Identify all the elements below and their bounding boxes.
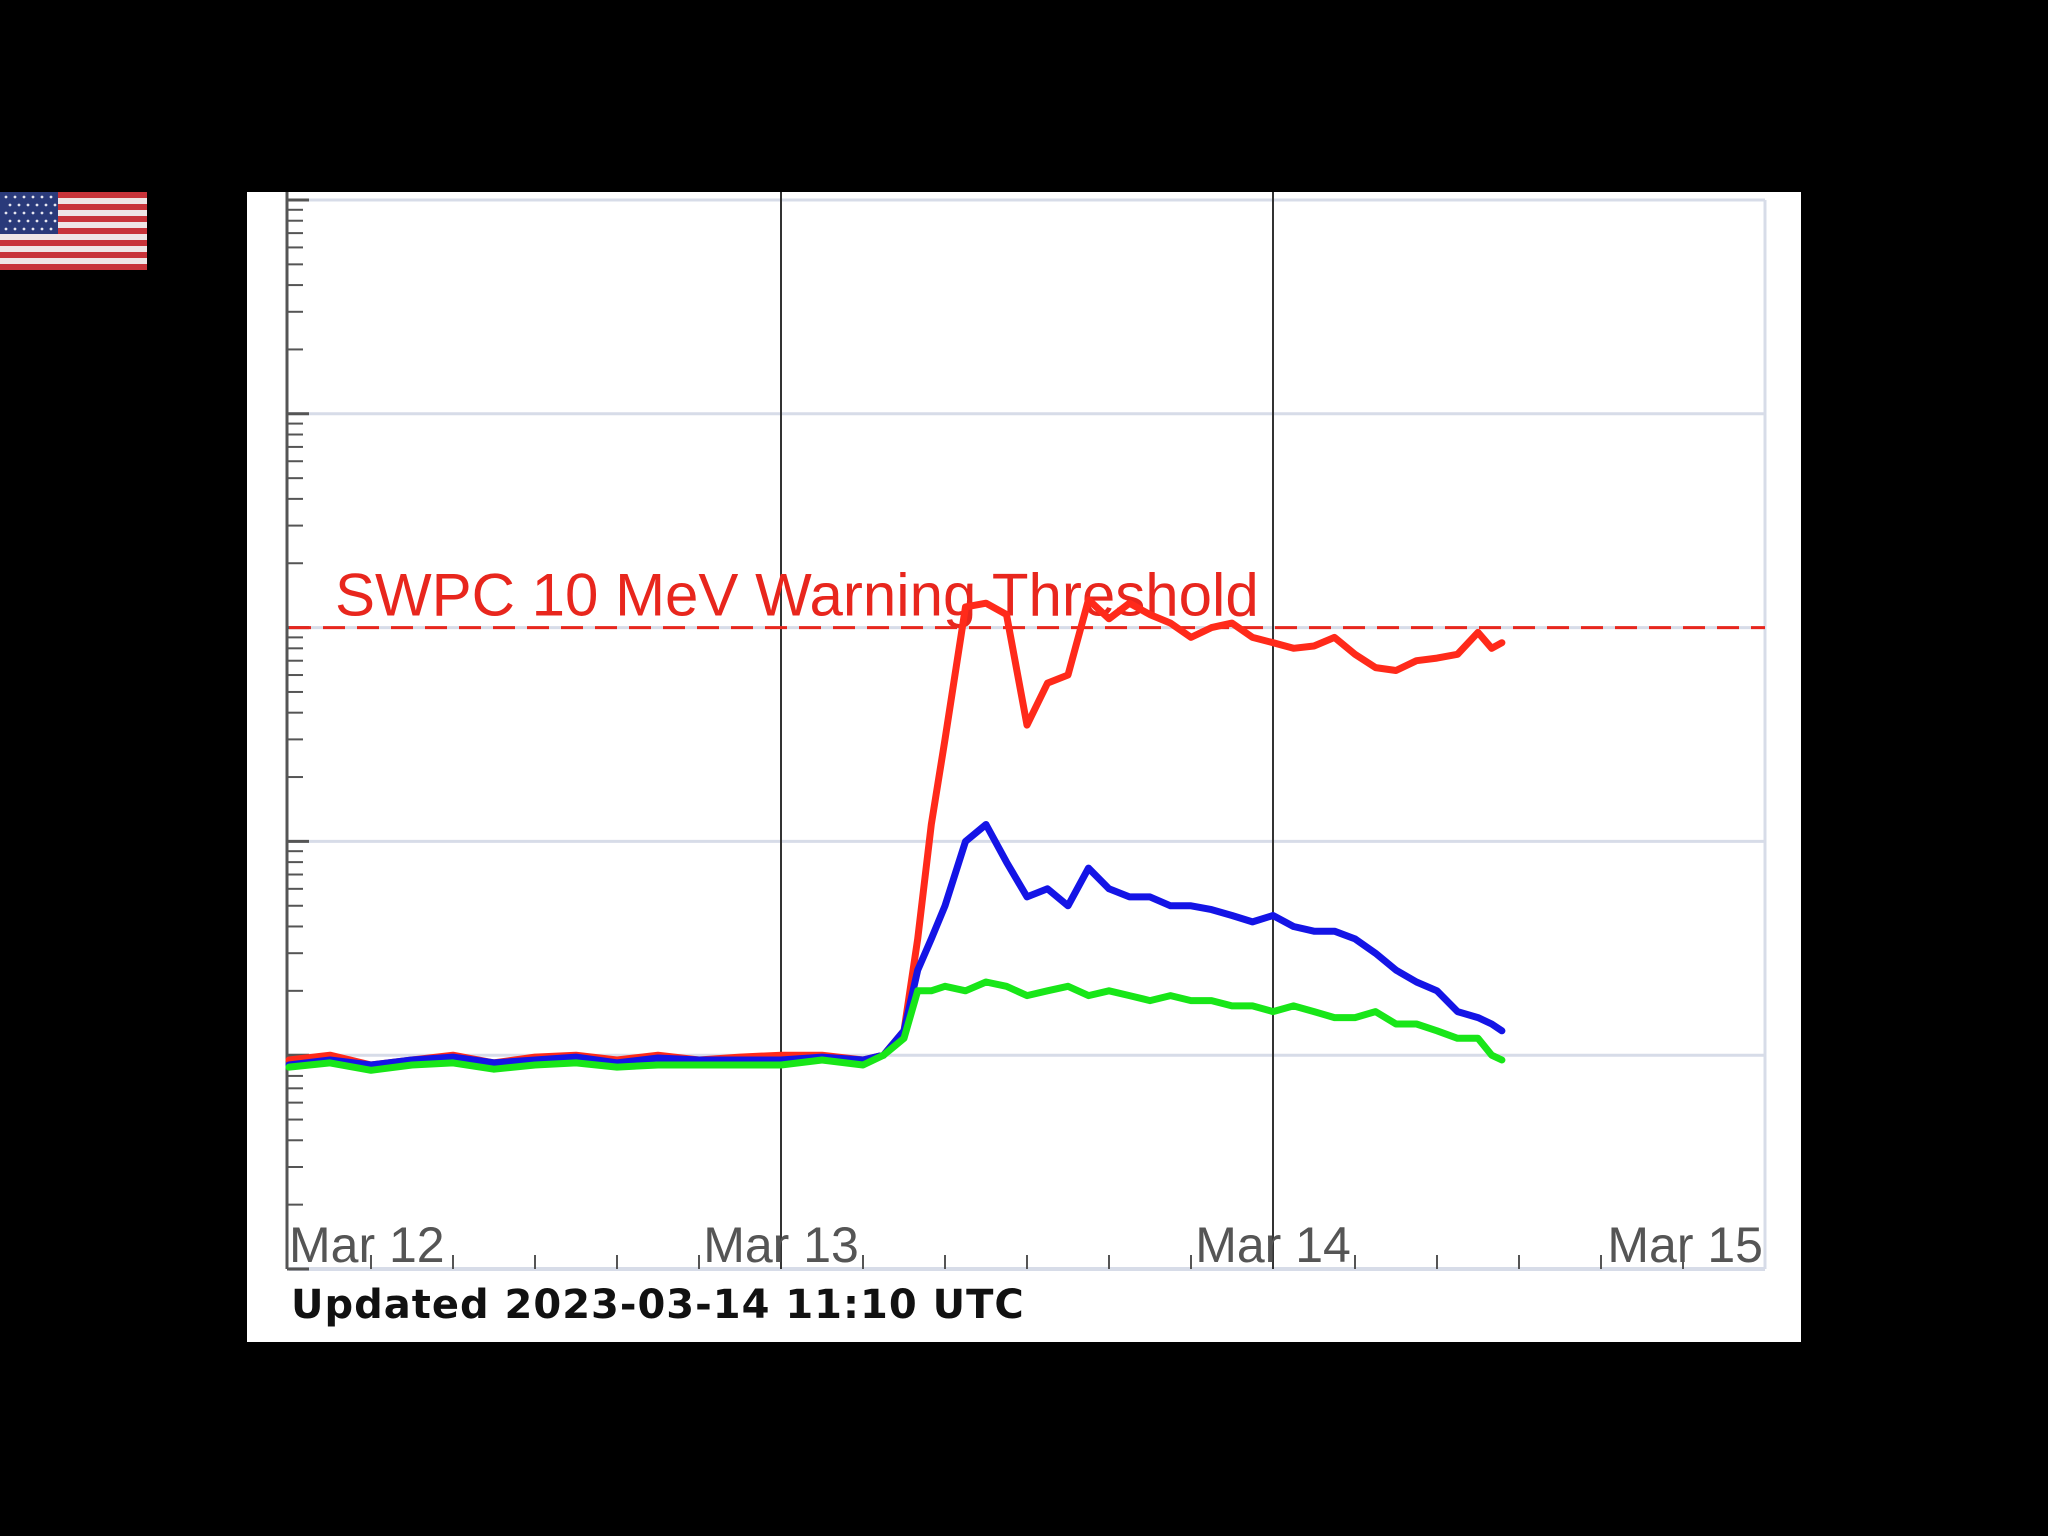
series-lines — [289, 600, 1502, 1071]
minor-ticks — [287, 200, 1683, 1269]
x-tick-label: Mar 13 — [703, 1217, 859, 1273]
proton-flux-chart: SWPC 10 MeV Warning Threshold Mar 12 Mar … — [247, 192, 1801, 1342]
x-tick-label: Mar 12 — [289, 1217, 445, 1273]
day-separators — [781, 192, 1273, 1269]
us-flag-icon — [0, 192, 147, 270]
series-line-blue — [289, 825, 1502, 1066]
us-flag-graphic — [0, 192, 147, 270]
x-tick-label: Mar 15 — [1607, 1217, 1763, 1273]
series-line-red — [289, 600, 1502, 1065]
grid-lines — [289, 200, 1765, 1269]
threshold: SWPC 10 MeV Warning Threshold — [289, 562, 1765, 629]
updated-timestamp: Updated 2023-03-14 11:10 UTC — [291, 1282, 1025, 1328]
threshold-label: SWPC 10 MeV Warning Threshold — [335, 562, 1259, 629]
x-tick-label: Mar 14 — [1195, 1217, 1351, 1273]
chart-panel: SWPC 10 MeV Warning Threshold Mar 12 Mar … — [247, 192, 1801, 1342]
